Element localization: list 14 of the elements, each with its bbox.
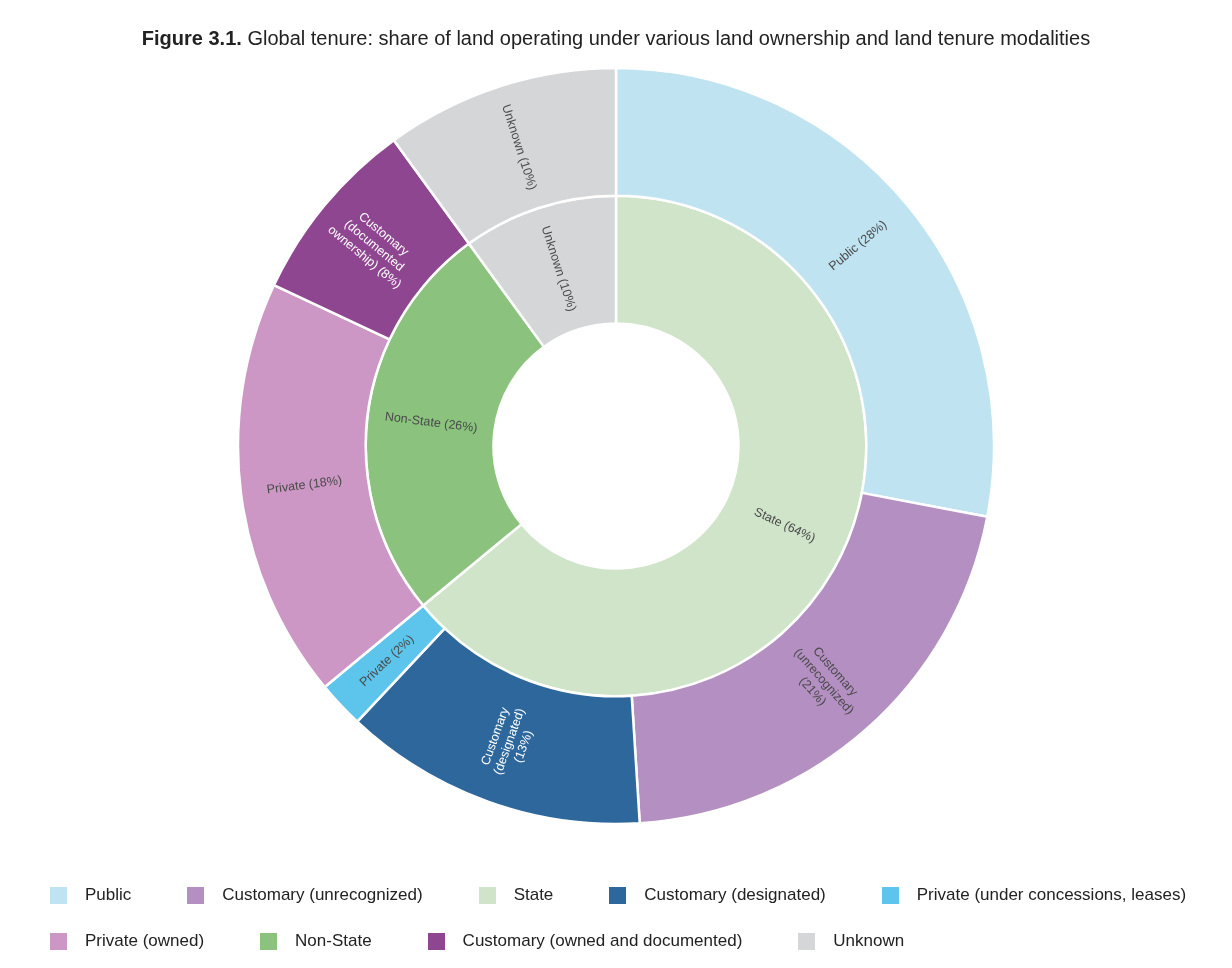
data-label: Private (18%) xyxy=(265,473,343,497)
legend-label: Non-State xyxy=(295,930,372,952)
legend-label: Public xyxy=(85,884,132,906)
legend-label: Customary (unrecognized) xyxy=(222,884,423,906)
data-label: Unknown (10%) xyxy=(499,102,540,192)
legend-label: Private (under concessions, leases) xyxy=(916,884,1187,906)
legend-label: Customary (designated) xyxy=(644,884,826,906)
legend-label: Customary (owned and documented) xyxy=(462,930,743,952)
chart-title: Figure 3.1. Global tenure: share of land operating under various land ownership and land tenure modalities xyxy=(140,26,1092,51)
data-label: Non-State (26%) xyxy=(384,409,479,435)
legend-label: Unknown xyxy=(833,930,905,952)
legend-label: Private (owned) xyxy=(85,930,205,952)
legend-label: State xyxy=(513,884,554,906)
data-label: Unknown (10%) xyxy=(538,224,580,314)
